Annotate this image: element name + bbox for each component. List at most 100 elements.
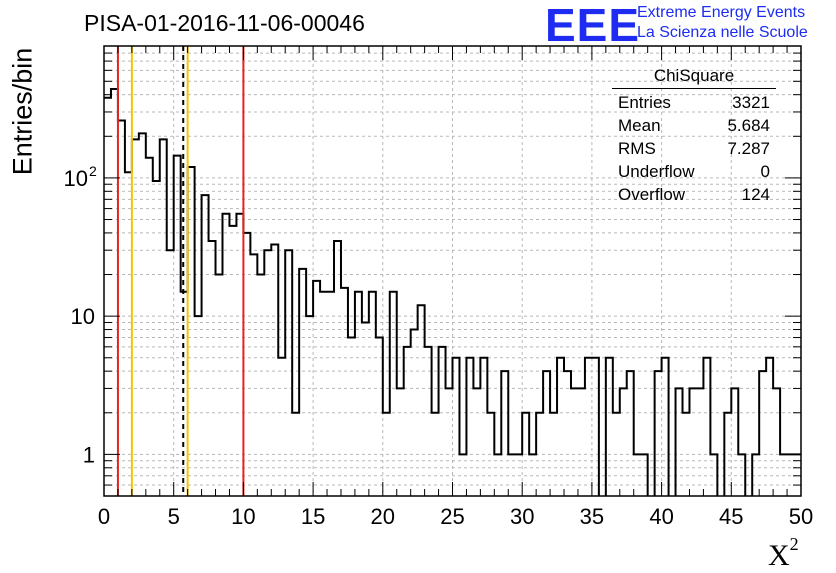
y-tick-label: 1	[83, 442, 95, 467]
histogram-bin	[167, 250, 174, 501]
histogram-bin	[355, 292, 362, 501]
vertical-reference-lines	[116, 46, 245, 496]
histogram-bin	[480, 358, 487, 501]
histogram-bin	[202, 195, 209, 501]
histogram-bin	[794, 454, 801, 501]
stats-value: 0	[760, 162, 770, 181]
histogram-bin	[487, 413, 494, 501]
histogram-bin	[299, 269, 306, 501]
stats-row-underflow: Underflow 0	[612, 160, 776, 183]
histogram-bin	[411, 330, 418, 501]
stats-value: 124	[741, 185, 770, 204]
stats-label: Mean	[618, 116, 661, 135]
histogram-bin	[139, 133, 146, 501]
stats-box-title: ChiSquare	[612, 66, 776, 89]
histogram-bin	[459, 454, 466, 501]
histogram-bin	[376, 338, 383, 501]
histogram-bin	[564, 371, 571, 501]
x-tick-label: 20	[371, 504, 395, 529]
histogram-bin	[397, 388, 404, 501]
x-tick-label: 50	[789, 504, 813, 529]
histogram-bin	[439, 347, 446, 501]
histogram-bin	[348, 338, 355, 501]
y-tick-label: 10	[71, 304, 95, 329]
histogram-bin	[766, 358, 773, 501]
histogram-bin	[683, 413, 690, 501]
histogram-bin	[257, 275, 264, 501]
x-axis-label-superscript: 2	[789, 534, 799, 554]
x-tick-label: 40	[649, 504, 673, 529]
logo-line-1: Extreme Energy Events	[637, 4, 806, 21]
histogram-bin	[188, 167, 195, 501]
chart-title: PISA-01-2016-11-06-00046	[84, 10, 365, 36]
histogram-bin	[369, 292, 376, 501]
histogram-bin	[773, 388, 780, 501]
stats-label: RMS	[618, 139, 656, 158]
histogram-bin	[264, 250, 271, 501]
histogram-bin	[229, 226, 236, 501]
x-axis-label-base: X	[768, 539, 790, 572]
histogram-bin	[696, 388, 703, 501]
logo-line-2: La Scienza nelle Scuole	[637, 24, 808, 41]
y-tick-label-exponent: 2	[89, 163, 97, 179]
histogram-bin	[550, 413, 557, 501]
histogram-bin	[627, 371, 634, 501]
histogram-bin	[362, 322, 369, 501]
histogram-bin	[759, 371, 766, 501]
histogram-bin	[536, 413, 543, 501]
histogram-bin	[662, 358, 669, 501]
x-axis-label: X2	[768, 534, 799, 573]
histogram-bin	[515, 454, 522, 501]
x-tick-label: 0	[98, 504, 110, 529]
histogram-bin	[132, 139, 139, 501]
histogram-bin	[703, 358, 710, 501]
histogram-bin	[466, 358, 473, 501]
histogram-bins	[104, 87, 801, 501]
x-tick-label: 25	[440, 504, 464, 529]
histogram-bin	[731, 388, 738, 501]
histogram-bin	[432, 413, 439, 501]
stats-label: Entries	[618, 93, 671, 112]
histogram-bin	[418, 305, 425, 501]
histogram-bin	[453, 358, 460, 501]
stats-label: Underflow	[618, 162, 695, 181]
histogram-bin	[125, 172, 132, 501]
stats-value: 5.684	[727, 116, 770, 135]
histogram-bin	[710, 454, 717, 501]
histogram-bin	[738, 454, 745, 501]
histogram-bin	[271, 244, 278, 501]
histogram-bin	[153, 181, 160, 501]
histogram-bin	[613, 413, 620, 501]
histogram-bin	[557, 358, 564, 501]
grid-lines	[104, 45, 801, 497]
stats-label: Overflow	[618, 185, 686, 204]
histogram-bin	[320, 292, 327, 501]
histogram-bin	[285, 250, 292, 501]
histogram-bin	[111, 89, 118, 501]
x-tick-label: 10	[231, 504, 255, 529]
histogram-bin	[341, 288, 348, 501]
stats-row-mean: Mean 5.684	[612, 114, 776, 137]
x-tick-label: 45	[719, 504, 743, 529]
stats-box: ChiSquare Entries 3321 Mean 5.684 RMS 7.287…	[612, 66, 776, 206]
stats-row-entries: Entries 3321	[612, 91, 776, 114]
histogram-bin	[250, 254, 257, 501]
histogram-bin	[160, 139, 167, 501]
histogram-bin	[501, 371, 508, 501]
histogram-bin	[278, 358, 285, 501]
histogram-bin	[529, 454, 536, 501]
histogram-bin	[689, 388, 696, 501]
histogram-bin	[620, 388, 627, 501]
stats-row-rms: RMS 7.287	[612, 137, 776, 160]
histogram-bin	[292, 413, 299, 501]
x-tick-label: 35	[580, 504, 604, 529]
histogram-bin	[787, 454, 794, 501]
histogram-bin	[543, 371, 550, 501]
y-axis-label: Entries/bin	[7, 47, 38, 176]
histogram-bin	[676, 388, 683, 501]
x-tick-label: 15	[301, 504, 325, 529]
x-tick-labels: 0 5 10 15 20 25 30 35 40 45 50	[98, 504, 813, 529]
x-tick-label: 30	[510, 504, 534, 529]
